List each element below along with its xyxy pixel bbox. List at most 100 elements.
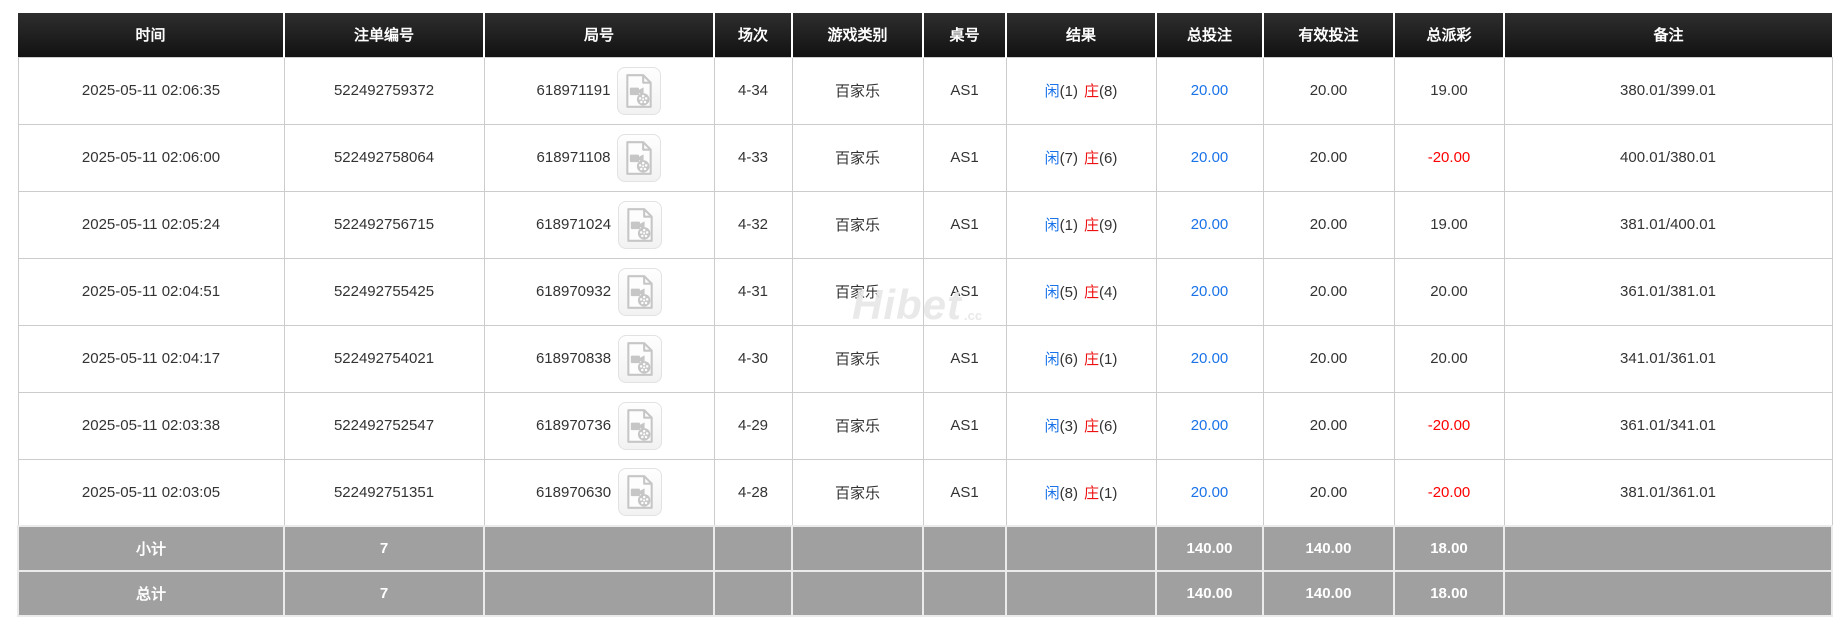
video-replay-button[interactable]	[618, 468, 663, 517]
result-player-score: (8)	[1059, 484, 1078, 502]
round-number: 618971024	[535, 216, 612, 233]
col-header-result: 结果	[1006, 13, 1157, 57]
cell-table-no: AS1	[922, 123, 1007, 192]
cell-time: 2025-05-11 02:03:38	[17, 391, 285, 460]
table-row: 2025-05-11 02:04:51 522492755425 6189709…	[17, 257, 1833, 326]
cell-empty	[713, 570, 793, 617]
cell-game-type: 百家乐	[791, 391, 924, 460]
cell-total-bet-link[interactable]: 20.00	[1155, 391, 1264, 460]
video-replay-button[interactable]	[617, 66, 662, 115]
col-header-session: 场次	[714, 13, 793, 57]
cell-empty	[1005, 525, 1157, 572]
cell-session: 4-29	[713, 391, 793, 460]
cell-session: 4-34	[713, 56, 793, 125]
video-file-icon	[625, 474, 655, 510]
col-header-payout: 总派彩	[1394, 13, 1505, 57]
cell-remark: 341.01/361.01	[1503, 324, 1833, 393]
table-row: 2025-05-11 02:05:24 522492756715 6189710…	[17, 190, 1833, 259]
result-player-score: (6)	[1059, 351, 1078, 368]
result-banker-label: 庄	[1084, 484, 1100, 502]
cell-bet-id: 522492755425	[283, 257, 485, 326]
cell-round-no: 618971108	[483, 123, 715, 192]
table-row: 2025-05-11 02:03:05 522492751351 6189706…	[17, 458, 1833, 527]
grand-total-row: 总计 7 140.00 140.00 18.00	[17, 570, 1833, 617]
col-header-bet-id: 注单编号	[284, 13, 485, 57]
grand-total-remark	[1503, 570, 1833, 617]
result-banker-score: (6)	[1099, 418, 1118, 435]
cell-table-no: AS1	[922, 190, 1007, 259]
col-header-valid-bet: 有效投注	[1263, 13, 1395, 57]
cell-time: 2025-05-11 02:03:05	[17, 458, 285, 527]
result-player-label: 闲	[1044, 418, 1060, 435]
cell-round-no: 618970630	[483, 458, 715, 527]
table-row: 2025-05-11 02:06:35 522492759372 6189711…	[17, 56, 1833, 125]
cell-valid-bet: 20.00	[1262, 257, 1395, 326]
grand-total-count: 7	[283, 570, 485, 617]
col-header-table-no: 桌号	[923, 13, 1007, 57]
cell-time: 2025-05-11 02:06:00	[17, 123, 285, 192]
col-header-game-type: 游戏类别	[792, 13, 924, 57]
result-player-label: 闲	[1044, 217, 1060, 234]
cell-game-type: 百家乐	[791, 458, 924, 527]
subtotal-remark	[1503, 525, 1833, 572]
cell-valid-bet: 20.00	[1262, 56, 1395, 125]
cell-table-no: AS1	[922, 458, 1007, 527]
result-banker-score: (6)	[1099, 150, 1118, 167]
result-player-score: (1)	[1059, 83, 1078, 100]
round-number: 618971191	[536, 82, 611, 99]
subtotal-total-bet: 140.00	[1155, 525, 1264, 572]
cell-total-bet-link[interactable]: 20.00	[1155, 190, 1264, 259]
cell-result: 闲(8) 庄(1)	[1005, 458, 1157, 527]
video-replay-button[interactable]	[618, 334, 663, 383]
cell-time: 2025-05-11 02:05:24	[17, 190, 285, 259]
col-header-round-no: 局号	[484, 13, 715, 57]
video-file-icon	[625, 274, 655, 310]
cell-total-bet-link[interactable]: 20.00	[1155, 458, 1264, 527]
cell-result: 闲(5) 庄(4)	[1005, 257, 1157, 326]
video-file-icon	[624, 73, 654, 109]
cell-empty	[791, 525, 924, 572]
subtotal-row: 小计 7 140.00 140.00 18.00	[17, 525, 1833, 572]
video-file-icon	[625, 207, 655, 243]
col-header-time: 时间	[18, 13, 285, 57]
cell-time: 2025-05-11 02:04:17	[17, 324, 285, 393]
cell-bet-id: 522492759372	[283, 56, 485, 125]
cell-total-bet-link[interactable]: 20.00	[1155, 257, 1264, 326]
cell-remark: 380.01/399.01	[1503, 56, 1833, 125]
video-replay-button[interactable]	[617, 133, 662, 182]
cell-payout: 20.00	[1393, 324, 1505, 393]
video-file-icon	[624, 140, 654, 176]
cell-valid-bet: 20.00	[1262, 190, 1395, 259]
cell-session: 4-30	[713, 324, 793, 393]
result-player-label: 闲	[1044, 83, 1060, 100]
cell-bet-id: 522492758064	[283, 123, 485, 192]
grand-total-payout: 18.00	[1393, 570, 1505, 617]
video-replay-button[interactable]	[618, 401, 663, 450]
result-banker-label: 庄	[1084, 150, 1100, 167]
video-replay-button[interactable]	[618, 267, 663, 316]
cell-payout: 19.00	[1393, 56, 1505, 125]
table-header-row: 时间 注单编号 局号 场次 游戏类别 桌号 结果 总投注 有效投注 总派彩 备注	[18, 13, 1832, 57]
video-file-icon	[625, 341, 655, 377]
cell-total-bet-link[interactable]: 20.00	[1155, 56, 1264, 125]
cell-valid-bet: 20.00	[1262, 324, 1395, 393]
cell-payout: -20.00	[1393, 391, 1505, 460]
cell-round-no: 618970932	[483, 257, 715, 326]
cell-round-no: 618970736	[483, 391, 715, 460]
cell-total-bet-link[interactable]: 20.00	[1155, 324, 1264, 393]
cell-bet-id: 522492752547	[283, 391, 485, 460]
grand-total-label: 总计	[17, 570, 285, 617]
table-row: 2025-05-11 02:04:17 522492754021 6189708…	[17, 324, 1833, 393]
result-banker-score: (4)	[1099, 284, 1118, 301]
cell-total-bet-link[interactable]: 20.00	[1155, 123, 1264, 192]
cell-remark: 361.01/341.01	[1503, 391, 1833, 460]
cell-table-no: AS1	[922, 257, 1007, 326]
round-number: 618970932	[535, 283, 612, 300]
cell-empty	[922, 525, 1007, 572]
cell-game-type: 百家乐	[791, 257, 924, 326]
video-replay-button[interactable]	[618, 200, 663, 249]
subtotal-count: 7	[283, 525, 485, 572]
cell-session: 4-28	[713, 458, 793, 527]
cell-result: 闲(1) 庄(8)	[1005, 56, 1157, 125]
cell-payout: -20.00	[1393, 458, 1505, 527]
